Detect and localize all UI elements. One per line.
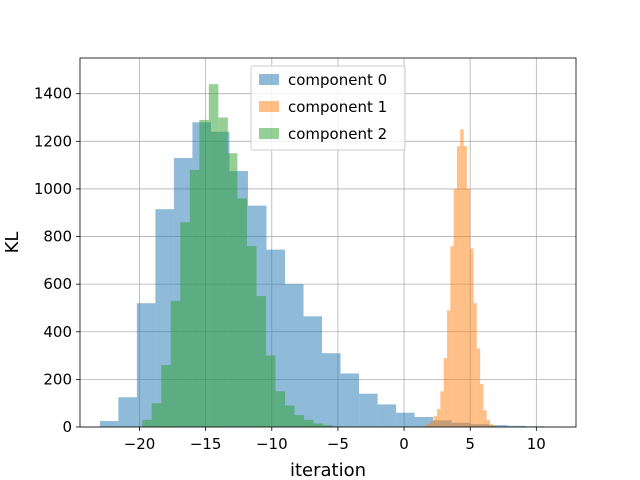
legend-label-1: component 1 bbox=[288, 98, 387, 116]
series-0-bar-17 bbox=[414, 417, 434, 427]
series-2-bar-9 bbox=[227, 153, 238, 427]
series-2-bar-4 bbox=[180, 222, 190, 427]
series-1-bar-16 bbox=[476, 348, 481, 427]
series-1-bars bbox=[423, 129, 497, 428]
y-tick-label-7: 1400 bbox=[34, 85, 72, 103]
series-1-bar-1 bbox=[427, 424, 431, 427]
series-0-bar-16 bbox=[396, 412, 415, 427]
x-tick-label-0: −20 bbox=[124, 435, 156, 453]
series-0-bar-11 bbox=[303, 316, 323, 427]
series-1-bar-4 bbox=[437, 409, 441, 427]
y-tick-label-4: 800 bbox=[43, 228, 72, 246]
series-2-bar-3 bbox=[170, 300, 181, 427]
series-2-bar-16 bbox=[294, 415, 305, 427]
bars bbox=[99, 84, 563, 428]
legend-label-0: component 0 bbox=[288, 71, 387, 89]
y-tick-label-3: 600 bbox=[43, 275, 72, 293]
y-tick-label-2: 400 bbox=[43, 323, 72, 341]
series-2-bar-12 bbox=[256, 296, 266, 427]
series-1-bar-3 bbox=[433, 416, 438, 427]
y-tick-label-5: 1000 bbox=[34, 180, 72, 198]
legend-box bbox=[250, 65, 406, 151]
series-1-bar-9 bbox=[453, 188, 457, 427]
series-2-bar-14 bbox=[275, 391, 286, 427]
series-1-bar-2 bbox=[430, 421, 434, 427]
x-axis-label: iteration bbox=[290, 460, 366, 480]
x-tick-label-4: 0 bbox=[399, 435, 409, 453]
series-2-bar-6 bbox=[199, 119, 209, 427]
series-0-bar-14 bbox=[359, 393, 378, 427]
series-1-bar-8 bbox=[450, 246, 454, 427]
series-2-bar-2 bbox=[161, 365, 171, 427]
legend: component 0 component 1 component 2 bbox=[250, 65, 406, 151]
series-2-bar-17 bbox=[304, 419, 314, 427]
y-tick-label-6: 1200 bbox=[34, 132, 72, 150]
series-2-bar-1 bbox=[151, 403, 162, 427]
series-2-bar-11 bbox=[246, 246, 257, 427]
x-tick-label-6: 10 bbox=[527, 435, 546, 453]
series-1-bar-0 bbox=[423, 425, 428, 427]
series-1-bar-20 bbox=[490, 424, 494, 427]
series-2-bar-13 bbox=[265, 355, 276, 427]
ticks: −20 −15 −10 −5 0 5 10 0 200 400 600 800 1000 1200 1400 bbox=[34, 85, 546, 453]
series-1-bar-15 bbox=[473, 303, 477, 427]
series-2-bar-5 bbox=[189, 169, 200, 427]
series-1-bar-21 bbox=[493, 425, 497, 427]
series-1-bar-12 bbox=[463, 146, 467, 428]
series-0-bar-10 bbox=[285, 284, 304, 427]
x-tick-label-1: −15 bbox=[190, 435, 222, 453]
x-tick-label-5: 5 bbox=[465, 435, 475, 453]
y-axis-label: KL bbox=[2, 232, 23, 254]
series-1-bar-5 bbox=[440, 391, 444, 427]
series-2-bar-10 bbox=[237, 198, 247, 427]
series-0-bar-15 bbox=[377, 404, 397, 427]
series-1-bar-6 bbox=[443, 357, 448, 427]
legend-swatch-0 bbox=[259, 74, 279, 85]
series-0-bar-22 bbox=[507, 425, 526, 427]
series-1-bar-13 bbox=[466, 188, 471, 427]
legend-swatch-2 bbox=[259, 128, 279, 139]
series-0-bar-2 bbox=[136, 303, 156, 427]
plot-frame bbox=[79, 57, 577, 428]
series-1-bar-17 bbox=[480, 384, 484, 427]
series-2-bar-0 bbox=[142, 419, 152, 427]
legend-swatch-1 bbox=[259, 101, 279, 112]
series-2-bar-8 bbox=[218, 117, 228, 428]
series-1-bar-11 bbox=[460, 129, 464, 427]
series-0-bar-21 bbox=[488, 425, 508, 427]
series-0-bar-1 bbox=[118, 397, 137, 427]
legend-label-2: component 2 bbox=[288, 125, 387, 143]
series-1-bar-14 bbox=[470, 248, 474, 427]
series-1-bar-19 bbox=[486, 419, 491, 427]
series-2-bars bbox=[142, 84, 333, 428]
y-tick-label-0: 0 bbox=[62, 418, 72, 436]
x-tick-label-3: −5 bbox=[327, 435, 349, 453]
series-2-bar-18 bbox=[313, 423, 324, 427]
series-1-bar-18 bbox=[483, 410, 487, 427]
x-tick-label-2: −10 bbox=[256, 435, 288, 453]
series-1-bar-7 bbox=[447, 310, 451, 427]
series-1-bar-10 bbox=[456, 146, 461, 428]
series-0-bar-13 bbox=[340, 373, 360, 427]
series-2-bar-15 bbox=[285, 405, 295, 427]
series-2-bar-19 bbox=[323, 425, 333, 427]
series-0-bar-0 bbox=[99, 421, 119, 427]
y-tick-label-1: 200 bbox=[43, 370, 72, 388]
series-0-bar-12 bbox=[322, 353, 341, 427]
series-2-bar-7 bbox=[208, 84, 219, 427]
